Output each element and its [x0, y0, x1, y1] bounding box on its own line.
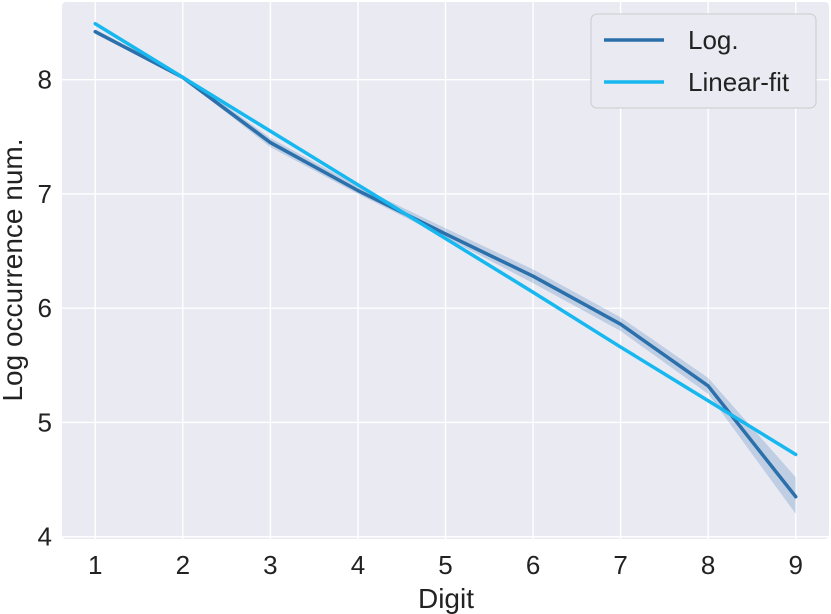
- x-tick-label: 9: [788, 550, 802, 580]
- grid-lines: [62, 2, 829, 539]
- y-tick-label: 8: [38, 65, 52, 95]
- y-tick-labels: 4 5 6 7 8: [38, 65, 52, 552]
- legend-box: [590, 13, 817, 109]
- x-tick-label: 6: [526, 550, 540, 580]
- y-tick-label: 4: [38, 522, 52, 552]
- x-tick-label: 8: [701, 550, 715, 580]
- x-tick-label: 3: [263, 550, 277, 580]
- x-tick-label: 5: [438, 550, 452, 580]
- x-tick-label: 4: [351, 550, 365, 580]
- x-tick-label: 2: [176, 550, 190, 580]
- series-line-log: [93, 29, 798, 499]
- series-line-linear-fit: [93, 21, 798, 457]
- x-tick-label: 7: [613, 550, 627, 580]
- legend-label-log: Log.: [688, 25, 739, 55]
- legend-label-linear-fit: Linear-fit: [688, 67, 790, 97]
- y-tick-label: 5: [38, 407, 52, 437]
- x-axis-label: Digit: [418, 583, 474, 614]
- y-tick-label: 6: [38, 293, 52, 323]
- x-tick-labels: 1 2 3 4 5 6 7 8 9: [88, 550, 803, 580]
- y-tick-label: 7: [38, 179, 52, 209]
- series-lines: [93, 21, 798, 499]
- y-axis-label: Log occurrence num.: [0, 138, 28, 401]
- legend: Log. Linear-fit: [590, 13, 817, 109]
- x-tick-label: 1: [88, 550, 102, 580]
